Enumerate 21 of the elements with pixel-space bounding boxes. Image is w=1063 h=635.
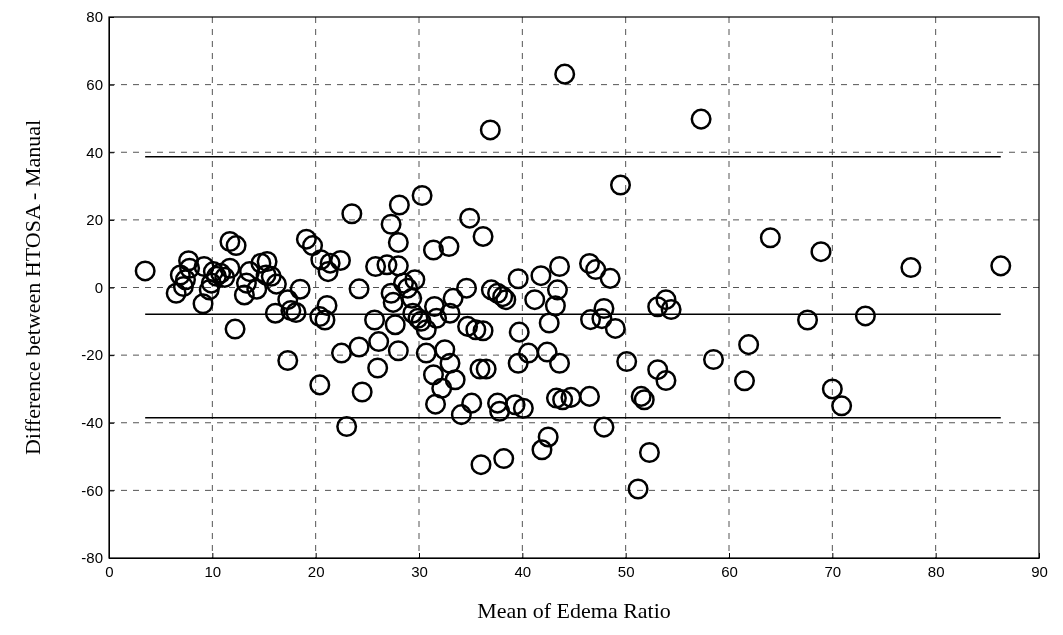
x-tick-label: 40	[514, 562, 532, 580]
x-tick-label: 80	[927, 562, 945, 580]
y-tick-label: 0	[94, 278, 103, 296]
y-tick-label: -20	[81, 346, 103, 364]
y-tick-label: 60	[86, 75, 103, 93]
x-tick-label: 90	[1031, 562, 1048, 580]
y-tick-label: -60	[81, 481, 103, 499]
x-tick-label: 20	[307, 562, 325, 580]
y-tick-label: 40	[86, 143, 103, 161]
y-axis-title: Difference between HTOSA - Manual	[20, 119, 45, 456]
x-tick-label: 50	[617, 562, 635, 580]
y-tick-label: -80	[81, 549, 103, 567]
x-axis-title: Mean of Edema Ratio	[477, 598, 671, 623]
y-tick-label: 80	[86, 8, 103, 26]
y-tick-label: -40	[81, 414, 103, 432]
x-tick-label: 60	[721, 562, 738, 580]
x-tick-label: 10	[204, 562, 222, 580]
x-tick-label: 30	[411, 562, 428, 580]
x-tick-label: 0	[105, 562, 114, 580]
y-tick-label: 20	[86, 211, 103, 229]
x-tick-label: 70	[824, 562, 842, 580]
